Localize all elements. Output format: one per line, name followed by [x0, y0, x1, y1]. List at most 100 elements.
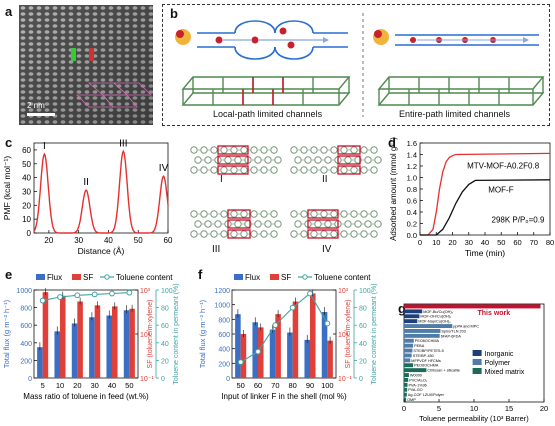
flux-bar	[71, 323, 78, 378]
framework-node	[240, 166, 248, 174]
x-tick-label: 100	[321, 381, 334, 390]
y-tick-label: 600	[218, 332, 230, 339]
framework-left	[181, 76, 351, 106]
legend: Inorganic Polymer Mixed matrix	[472, 350, 525, 376]
highlighted-linker	[337, 155, 361, 165]
x-axis-label: Time (min)	[465, 248, 505, 258]
legend-swatch-flux	[234, 274, 243, 280]
framework-node	[300, 230, 308, 238]
framework-node	[294, 156, 302, 164]
bar-label: OMP	[407, 398, 416, 402]
y2-axis-label: SF (toluene/m-xylene)	[345, 300, 352, 369]
highlighted-linker	[217, 145, 249, 155]
permeability-bar	[404, 329, 441, 333]
series-label-1: MTV-MOF-A0.2F0.8	[467, 161, 540, 170]
legend-label-toluene: Toluene content	[314, 273, 371, 282]
framework-node	[230, 146, 238, 154]
x-tick-label: 10	[56, 381, 64, 390]
y3-axis-label: Toluene content in permeant (%)	[371, 283, 378, 384]
x-axis-label: Mass ratio of toluene in feed (wt.%)	[23, 392, 149, 401]
y-tick-label: 50	[22, 160, 31, 169]
framework-node	[270, 230, 278, 238]
y-tick-label: 1000	[214, 303, 230, 310]
permeability-bar	[404, 387, 408, 392]
x-tick-label: 50	[125, 381, 133, 390]
tem-lattice	[19, 5, 153, 125]
x-axis-label: Distance (Å)	[78, 246, 125, 256]
framework-node	[204, 220, 212, 228]
bar-label: ppPA and MPC	[453, 325, 479, 329]
framework-node	[320, 166, 328, 174]
x-tick-label: 50	[236, 381, 244, 390]
y-tick-label: 30	[22, 187, 31, 196]
permeability-bar	[404, 324, 453, 328]
panel-label-b: b	[170, 6, 178, 21]
peak-label-2: II	[83, 177, 89, 188]
panel-label-d: d	[388, 135, 396, 150]
tem-image: 2 nm	[19, 5, 153, 125]
framework-node	[350, 146, 358, 154]
framework-node	[330, 166, 338, 174]
y-tick-label: 400	[20, 341, 32, 348]
y3-tick-label: 80	[161, 306, 169, 313]
y2-tick-label: 10³	[140, 288, 151, 295]
y-tick-label: 1.6	[407, 139, 417, 148]
sf-bar	[310, 293, 316, 378]
legend-label-sf: SF	[281, 273, 291, 282]
framework-right	[377, 76, 545, 106]
x-tick-label: 70	[530, 238, 538, 247]
pore-structure-2	[290, 145, 382, 175]
flux-bar	[89, 317, 95, 378]
permeability-bar	[404, 309, 423, 314]
plot-frame	[33, 142, 169, 234]
framework-node	[204, 156, 212, 164]
chart-d: 0 10 20 30 40 50 60 70 80 0.0 0.2 0.4 0.6 0.8 1.0 1.2 1.…	[389, 137, 554, 258]
y-tick-label: 800	[20, 306, 32, 313]
framework-node	[210, 230, 218, 238]
x-tick-label: 5	[437, 404, 441, 413]
plot-frame	[231, 289, 337, 379]
framework-node	[190, 210, 198, 218]
permeability-bar	[404, 353, 412, 358]
bar-label: MOF-OH/Cu(OH)₂	[420, 315, 452, 319]
bar-label: PVA-GO	[408, 388, 423, 392]
x-tick-label: 40	[104, 236, 113, 245]
framework-node	[370, 210, 378, 218]
legend: Flux SF Toluene content	[234, 273, 371, 282]
toluene-marker	[324, 320, 331, 327]
panel-label-f: f	[198, 267, 203, 282]
y-tick-label: 0.4	[407, 208, 417, 217]
flux-bar	[287, 332, 293, 378]
framework-node	[260, 210, 268, 218]
x-tick-label: 90	[306, 381, 314, 390]
bar-label: MOF-Bu/Cu(OH)₂	[423, 310, 453, 314]
y-tick-label: 10	[22, 215, 31, 224]
toluene-marker	[109, 290, 115, 297]
highlighted-linker	[307, 219, 339, 229]
chart-g: MOF-Bu/Cu(OH)₂MOF-OH/Cu(OH)₂MOF-Nap/Cu(O…	[402, 303, 548, 423]
x-axis-label: Toluene permeability (10³ Barrer)	[419, 414, 529, 423]
framework-node	[274, 156, 282, 164]
toluene-marker	[255, 348, 261, 355]
permeability-bar	[404, 358, 411, 363]
framework-node	[190, 166, 198, 174]
x-tick-label: 80	[546, 238, 554, 247]
y-tick-label: 200	[218, 361, 230, 368]
framework-node	[310, 166, 318, 174]
bar-label: PVC/Al₂O₃	[409, 378, 428, 382]
framework-node	[190, 230, 198, 238]
framework-node	[304, 156, 312, 164]
panel-label-c: c	[5, 135, 13, 150]
toluene-marker	[39, 297, 46, 304]
framework-node	[310, 146, 318, 154]
framework-node	[340, 230, 348, 238]
sf-bar	[129, 308, 135, 378]
framework-node	[234, 220, 242, 228]
bar-label: STE/BP/PETES-5	[413, 349, 443, 353]
pore-structures: I II III IV	[180, 136, 385, 261]
y-tick-label: 200	[20, 358, 32, 365]
bar-label: MOF-Nap/Cu(OH)₂	[418, 320, 451, 324]
framework-node	[210, 210, 218, 218]
structure-label-3: III	[212, 244, 221, 255]
y2-tick-label: 10³	[338, 288, 349, 295]
